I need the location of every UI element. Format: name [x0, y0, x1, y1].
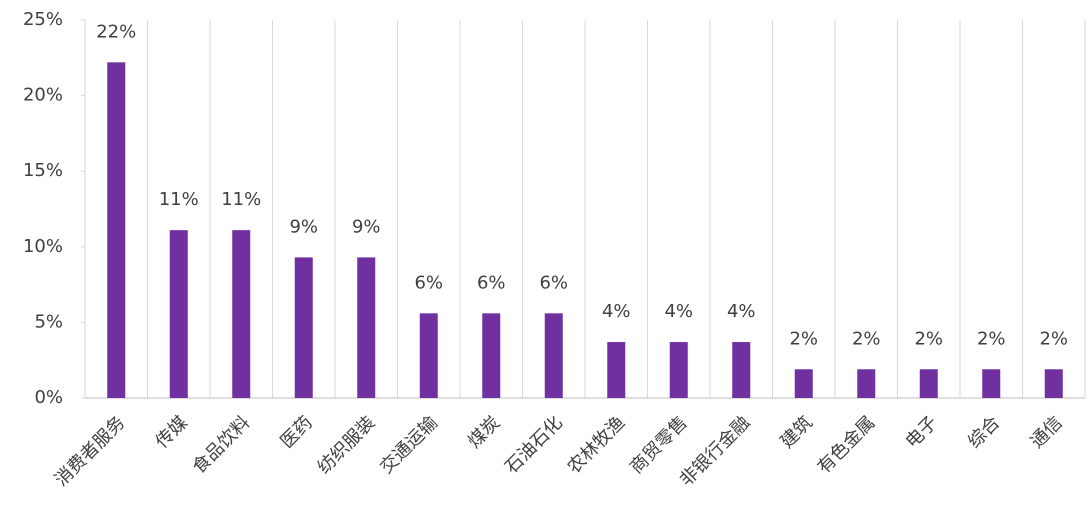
x-tick-label: 纺织服装	[314, 412, 380, 478]
bar	[857, 369, 876, 398]
bar	[169, 230, 188, 398]
value-label: 2%	[789, 328, 818, 349]
x-tick-label: 商贸零售	[626, 412, 692, 478]
x-tick-label: 建筑	[777, 412, 817, 452]
y-tick-label: 5%	[34, 311, 63, 332]
bar	[294, 257, 313, 398]
value-label: 2%	[852, 328, 881, 349]
value-label: 6%	[414, 272, 443, 293]
value-label: 9%	[352, 216, 381, 237]
x-tick-label: 农林牧渔	[564, 412, 630, 478]
bar	[357, 257, 376, 398]
x-tick-label: 食品饮料	[189, 412, 255, 478]
value-label: 4%	[727, 301, 756, 322]
value-label: 11%	[221, 189, 261, 210]
x-tick-label: 石油石化	[501, 412, 567, 478]
y-tick-label: 10%	[23, 236, 63, 257]
value-label: 6%	[477, 272, 506, 293]
bar	[482, 313, 501, 398]
bar	[919, 369, 938, 398]
y-tick-label: 15%	[23, 160, 63, 181]
y-tick-label: 0%	[34, 387, 63, 408]
bar	[1044, 369, 1063, 398]
value-label: 9%	[289, 216, 318, 237]
bar	[982, 369, 1001, 398]
x-tick-label: 煤炭	[464, 412, 504, 452]
x-tick-label: 医药	[277, 412, 317, 452]
y-tick-label: 20%	[23, 85, 63, 106]
bar	[232, 230, 251, 398]
value-label: 4%	[602, 301, 631, 322]
bar	[732, 342, 751, 398]
value-label: 2%	[1039, 328, 1068, 349]
value-label: 22%	[96, 21, 136, 42]
y-tick-label: 25%	[23, 9, 63, 30]
bar	[669, 342, 688, 398]
value-label: 6%	[539, 272, 568, 293]
x-tick-label: 有色金属	[814, 412, 880, 478]
bar	[107, 62, 126, 398]
value-label: 4%	[664, 301, 693, 322]
x-tick-label: 传媒	[152, 412, 192, 452]
value-label: 2%	[977, 328, 1006, 349]
value-label: 2%	[914, 328, 943, 349]
bar	[794, 369, 813, 398]
x-tick-label: 交通运输	[376, 412, 442, 478]
x-tick-label: 电子	[902, 412, 942, 452]
bar	[544, 313, 563, 398]
x-tick-label: 综合	[964, 412, 1004, 452]
bar	[607, 342, 626, 398]
x-tick-label: 通信	[1027, 412, 1067, 452]
x-tick-label: 消费者服务	[51, 412, 129, 490]
value-label: 11%	[159, 189, 199, 210]
bar	[419, 313, 438, 398]
